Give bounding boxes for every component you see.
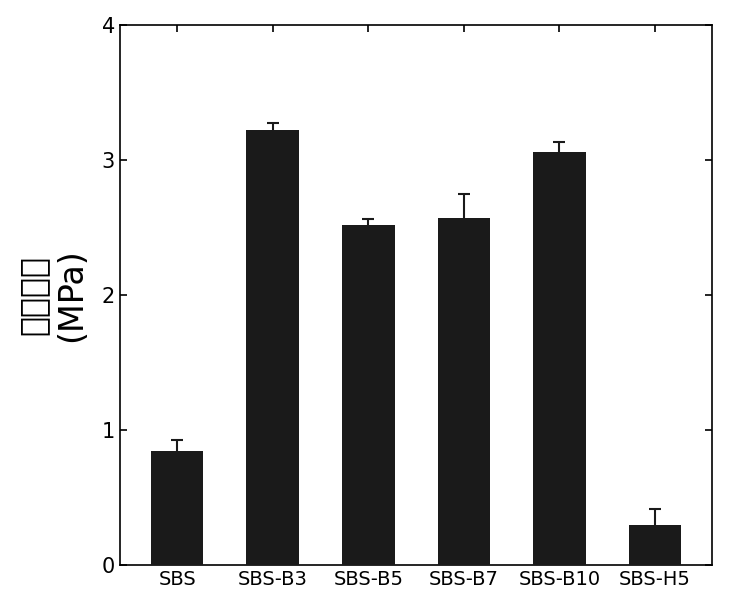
Bar (628, 525, 682, 565)
Y-axis label: 剪切强度
(MPa): 剪切强度 (MPa) (17, 248, 88, 342)
Bar (151, 450, 203, 565)
Bar (437, 218, 490, 565)
Bar (533, 152, 585, 565)
Bar (246, 130, 299, 565)
Bar (342, 225, 394, 565)
